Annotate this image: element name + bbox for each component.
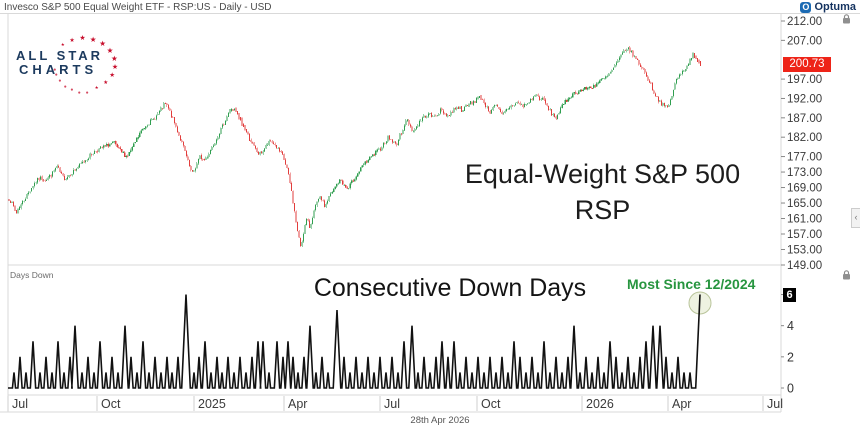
axis-end-date: 28th Apr 2026: [410, 415, 470, 426]
optuma-logo: O Optuma: [800, 1, 856, 13]
price-axis-label: 207.00: [787, 35, 822, 47]
logo-text-line2: CHARTS: [19, 62, 98, 77]
logo-star: ★: [79, 35, 86, 43]
price-axis-label: 169.00: [787, 183, 822, 195]
x-axis-label: Apr: [288, 397, 307, 411]
logo-dot: ●: [54, 72, 58, 79]
x-axis-label: Jul: [12, 397, 28, 411]
lower-axis-label: 4: [787, 319, 794, 333]
price-annotation-line2: RSP: [574, 195, 631, 225]
all-star-charts-logo: ALL STAR CHARTS ★ ★ ★ ★ ★ ★ ★ ★ ★ ★ ★ ● ● ● ● ● ● ●: [0, 14, 140, 104]
logo-star: ★: [111, 64, 119, 72]
price-axis-label: 149.00: [787, 260, 822, 272]
max-streak-callout: Most Since 12/2024: [627, 276, 756, 292]
x-axis-label: Jul: [767, 397, 783, 411]
logo-star: ★: [99, 38, 106, 48]
logo-text-line1: ALL STAR: [16, 48, 104, 63]
price-axis-label: 182.00: [787, 132, 822, 144]
lower-axis[interactable]: 6 4 2 0: [781, 288, 794, 396]
logo-star: ★: [60, 41, 65, 47]
lower-panel-label: Days Down: [10, 270, 54, 280]
x-axis-label: 2026: [586, 397, 614, 411]
logo-star: ★: [106, 45, 114, 55]
current-streak-badge: 6: [783, 288, 796, 302]
price-axis-label: 177.00: [787, 152, 822, 164]
x-axis-label: Oct: [481, 397, 501, 411]
down-days-series: [8, 294, 701, 389]
x-axis[interactable]: Jul Oct 2025 Apr Jul Oct 2026 Apr Jul: [7, 396, 783, 411]
price-axis-label: 212.00: [787, 16, 822, 28]
logo-dot: ●: [53, 66, 57, 73]
x-axis-label: Apr: [672, 397, 691, 411]
lower-axis-label: 2: [787, 350, 794, 364]
optuma-brand-name: Optuma: [814, 1, 856, 13]
logo-star: ★: [94, 85, 99, 91]
price-axis-label: 165.00: [787, 198, 822, 210]
price-annotation: Equal-Weight S&P 500 RSP: [430, 156, 775, 228]
logo-star: ★: [89, 34, 97, 44]
logo-star: ★: [109, 72, 116, 80]
x-axis-label: Oct: [101, 397, 121, 411]
window-title: Invesco S&P 500 Equal Weight ETF - RSP:U…: [4, 2, 272, 13]
last-price-badge: 200.73: [783, 57, 831, 72]
price-axis-label: 187.00: [787, 113, 822, 125]
price-axis-label: 161.00: [787, 214, 822, 226]
price-axis[interactable]: 212.00 207.00 197.00 192.00 187.00 182.00 177.…: [781, 16, 822, 272]
optuma-icon: O: [800, 1, 812, 13]
logo-dot: ●: [58, 78, 62, 85]
price-axis-label: 197.00: [787, 74, 822, 86]
logo-star: ★: [110, 54, 118, 63]
lower-axis-label: 0: [787, 382, 794, 396]
x-axis-label: Jul: [384, 397, 400, 411]
logo-star: ★: [103, 80, 109, 87]
logo-dot: ●: [70, 87, 74, 94]
x-axis-label: 2025: [198, 397, 226, 411]
price-axis-label: 192.00: [787, 93, 822, 105]
price-annotation-line1: Equal-Weight S&P 500: [464, 159, 741, 189]
price-axis-label: 157.00: [787, 229, 822, 241]
logo-dot: ●: [63, 83, 67, 90]
price-axis-label: 173.00: [787, 167, 822, 179]
collapse-axis-button[interactable]: ‹: [851, 208, 860, 228]
lock-icon[interactable]: [843, 14, 850, 280]
logo-star: ★: [69, 37, 75, 44]
candlestick-series: [8, 46, 702, 247]
logo-dot: ●: [85, 89, 89, 96]
logo-dot: ●: [77, 89, 81, 96]
price-axis-label: 153.00: [787, 245, 822, 257]
lower-panel-title: Consecutive Down Days: [313, 274, 587, 302]
chart-frame: [0, 13, 860, 413]
